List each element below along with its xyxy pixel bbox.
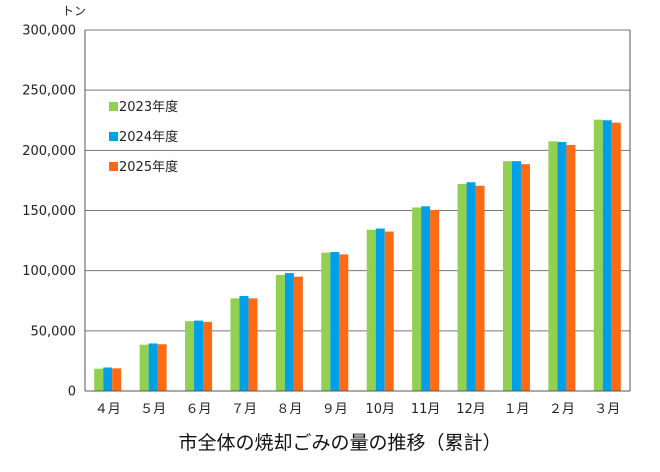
x-tick-label: ６月 — [186, 402, 212, 417]
bar-2023年度-８月 — [275, 274, 285, 391]
bar-2023年度-７月 — [230, 298, 240, 391]
bar-2025年度-６月 — [203, 321, 213, 391]
y-tick-label: 0 — [68, 385, 76, 400]
bar-2023年度-４月 — [94, 368, 104, 391]
y-tick-label: 200,000 — [22, 144, 76, 159]
legend-label: 2025年度 — [119, 159, 178, 175]
bar-2024年度-10月 — [375, 228, 385, 391]
bar-2024年度-３月 — [602, 120, 612, 391]
y-tick-label: 150,000 — [22, 204, 76, 219]
bar-2023年度-10月 — [366, 229, 376, 391]
x-tick-label: ４月 — [95, 402, 121, 417]
y-tick-label: 250,000 — [22, 84, 76, 99]
bar-2023年度-３月 — [593, 119, 603, 392]
bar-2023年度-５月 — [139, 344, 149, 391]
x-tick-label: ９月 — [322, 402, 348, 417]
gridlines — [85, 29, 630, 332]
x-tick-label: ５月 — [140, 402, 166, 417]
bar-2025年度-８月 — [293, 276, 303, 391]
bar-2025年度-９月 — [339, 254, 349, 391]
legend: 2023年度 2024年度 2025年度 — [109, 99, 178, 175]
legend-label: 2023年度 — [119, 99, 178, 115]
bars — [94, 119, 621, 392]
bar-2024年度-５月 — [148, 343, 158, 391]
legend-swatch-2025年度 — [109, 162, 118, 171]
x-tick-labels: ４月 ５月 ６月 ７月 ８月 ９月 10月 11月 12月 １月 ２月 ３月 — [95, 402, 621, 417]
x-tick-label: ７月 — [231, 402, 257, 417]
bar-2025年度-10月 — [384, 231, 394, 391]
legend-swatch-2023年度 — [109, 102, 118, 111]
bar-2023年度-２月 — [548, 141, 558, 391]
bar-2023年度-12月 — [457, 184, 467, 391]
bar-2024年度-７月 — [239, 295, 249, 391]
bar-2025年度-１月 — [520, 164, 530, 391]
y-tick-labels: 0 50,000 100,000 150,000 200,000 250,000 300,0… — [22, 24, 76, 400]
bar-2023年度-６月 — [185, 321, 195, 391]
bar-2025年度-７月 — [248, 298, 258, 391]
x-tick-label: ３月 — [594, 402, 620, 417]
bar-2025年度-11月 — [430, 209, 440, 391]
x-tick-label: ２月 — [549, 402, 575, 417]
bar-2025年度-２月 — [566, 144, 576, 391]
bar-2024年度-４月 — [103, 367, 113, 391]
bar-2023年度-９月 — [321, 252, 331, 391]
bar-2023年度-１月 — [502, 161, 512, 391]
bar-2025年度-４月 — [112, 368, 122, 391]
bar-2025年度-５月 — [157, 344, 167, 391]
x-tick-label: １月 — [503, 402, 529, 417]
chart-title: 市全体の焼却ごみの量の推移（累計） — [178, 432, 501, 454]
bar-2025年度-３月 — [611, 122, 621, 391]
y-tick-label: 100,000 — [22, 264, 76, 279]
bar-2024年度-１月 — [511, 161, 521, 391]
bar-2023年度-11月 — [412, 207, 422, 391]
y-tick-label: 50,000 — [31, 324, 77, 339]
bar-2024年度-９月 — [330, 252, 340, 391]
bar-2025年度-12月 — [475, 185, 485, 391]
y-tick-label: 300,000 — [22, 24, 76, 39]
x-tick-label: ８月 — [276, 402, 302, 417]
bar-2024年度-12月 — [466, 182, 476, 391]
legend-label: 2024年度 — [119, 129, 178, 145]
x-tick-label: 10月 — [365, 402, 395, 417]
y-axis-unit-label: トン — [62, 4, 86, 18]
x-tick-label: 11月 — [411, 402, 441, 417]
bar-2024年度-８月 — [284, 273, 294, 391]
bar-2024年度-２月 — [557, 141, 567, 391]
legend-swatch-2024年度 — [109, 132, 118, 141]
x-tick-label: 12月 — [456, 402, 486, 417]
bar-2024年度-11月 — [421, 206, 431, 391]
bar-2024年度-６月 — [194, 320, 204, 391]
